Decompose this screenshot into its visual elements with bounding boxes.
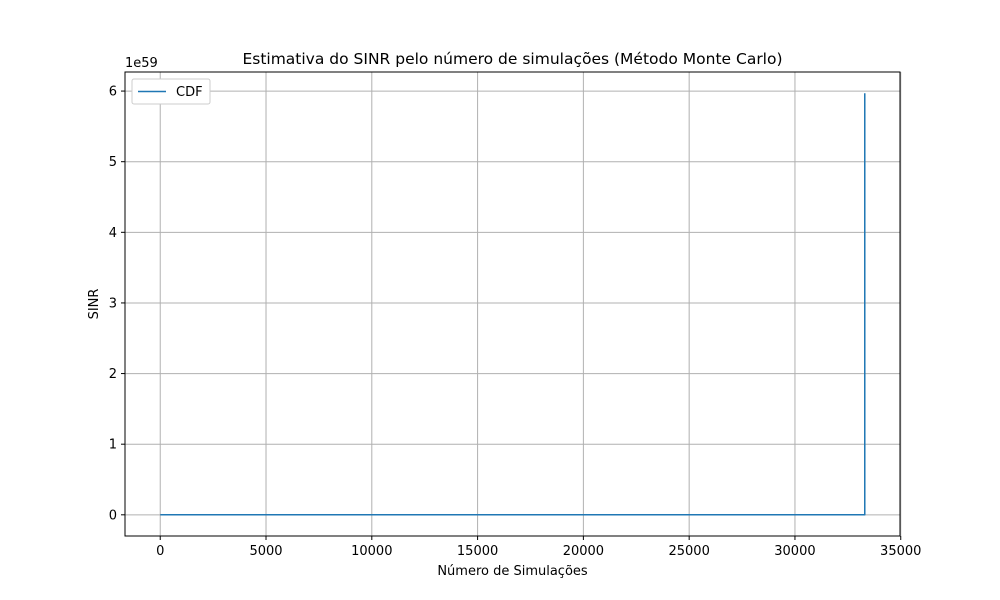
- y-tick-label: 3: [109, 296, 117, 311]
- x-tick-label: 25000: [668, 544, 709, 559]
- y-tick-label: 5: [109, 155, 117, 170]
- x-tick-label: 30000: [774, 544, 815, 559]
- y-axis-offset-label: 1e59: [125, 56, 158, 71]
- x-tick-label: 20000: [563, 544, 604, 559]
- x-axis: 0 5000 10000 15000 20000 25000 30000 35000: [156, 536, 921, 559]
- x-axis-label: Número de Simulações: [437, 564, 588, 579]
- plot-frame: [124, 71, 901, 537]
- y-tick-label: 4: [109, 226, 117, 241]
- y-tick-label: 6: [109, 85, 117, 100]
- y-axis-label: SINR: [87, 289, 102, 320]
- y-tick-label: 0: [109, 508, 117, 523]
- y-tick-label: 1: [109, 438, 117, 453]
- x-tick-label: 0: [156, 544, 164, 559]
- legend-label: CDF: [176, 85, 203, 100]
- x-tick-label: 35000: [880, 544, 921, 559]
- y-axis: 0 1 2 3 4 5 6: [109, 85, 125, 523]
- chart-title: Estimativa do SINR pelo número de simula…: [242, 50, 782, 68]
- x-tick-label: 15000: [457, 544, 498, 559]
- y-tick-label: 2: [109, 367, 117, 382]
- series-line-cdf: [160, 93, 866, 516]
- x-tick-label: 10000: [351, 544, 392, 559]
- x-tick-label: 5000: [249, 544, 282, 559]
- series-layer: [160, 93, 866, 516]
- legend: CDF: [131, 78, 211, 105]
- legend-box: [131, 78, 211, 105]
